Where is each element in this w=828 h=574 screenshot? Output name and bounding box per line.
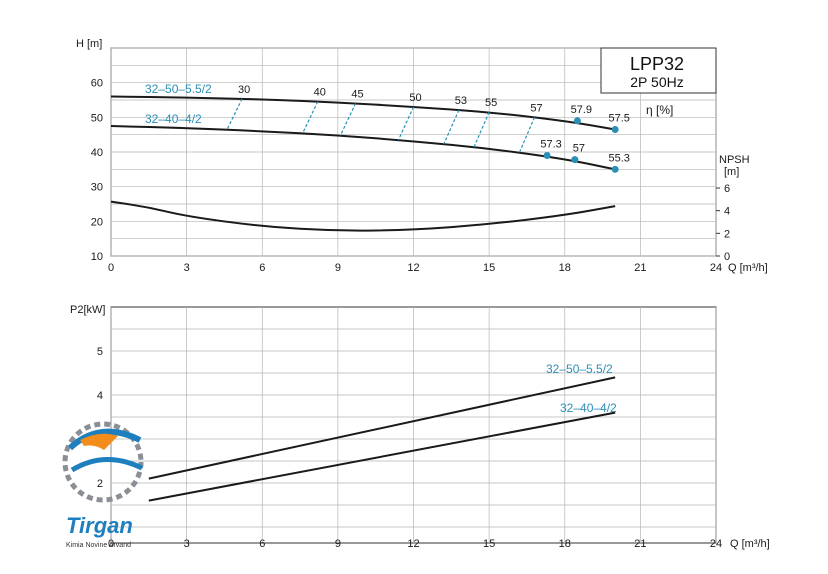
head-chart-y-ticks: 10 20 30 40 50 60 bbox=[91, 78, 103, 263]
title-box bbox=[600, 47, 717, 94]
power-chart-y-ticks: 2345 bbox=[97, 346, 103, 490]
head-x-tick-6: 6 bbox=[259, 262, 265, 274]
efficiency-line-57 bbox=[518, 117, 536, 153]
gear-icon bbox=[62, 421, 144, 503]
logo-name: Tirgan bbox=[66, 513, 133, 538]
end-marker-57.3 bbox=[543, 151, 551, 159]
efficiency-line-50 bbox=[397, 106, 415, 141]
efficiency-label-55: 55 bbox=[485, 97, 497, 109]
npsh-tick-6: 6 bbox=[724, 183, 730, 195]
series-label-32-50: 32–50–5.5/2 bbox=[145, 82, 212, 96]
logo-swoosh-orange bbox=[80, 433, 118, 450]
head-x-tick-24: 24 bbox=[710, 262, 722, 274]
efficiency-label-53: 53 bbox=[455, 95, 467, 107]
head-curves bbox=[110, 95, 616, 232]
tirgan-logo: Tirgan Kimia Novine Arvand bbox=[62, 421, 144, 549]
power-chart-x-ticks: 0 3 6 9 12 15 18 21 24 bbox=[108, 538, 722, 550]
end-markers: 57.9 57.5 57.3 57 55.3 bbox=[540, 104, 630, 173]
power-y-tick-2: 2 bbox=[97, 478, 103, 490]
head-curve-0 bbox=[110, 95, 616, 131]
head-chart-x-ticks: 0 3 6 9 12 15 18 21 24 bbox=[108, 262, 722, 274]
efficiency-line-45 bbox=[339, 103, 357, 136]
power-y-tick-4: 4 bbox=[97, 390, 103, 402]
power-x-tick-18: 18 bbox=[559, 538, 571, 550]
head-y-tick-40: 40 bbox=[91, 147, 103, 159]
end-marker-label-57: 57 bbox=[573, 143, 585, 155]
efficiency-label-30: 30 bbox=[238, 84, 250, 96]
power-series-label-32-40: 32–40–4/2 bbox=[560, 401, 617, 415]
head-curve-1 bbox=[110, 125, 616, 171]
power-curve-1 bbox=[148, 411, 616, 502]
chart-title: LPP32 bbox=[630, 54, 684, 74]
logo-swoosh-blue-2 bbox=[70, 457, 144, 473]
head-x-tick-18: 18 bbox=[559, 262, 571, 274]
npsh-ticks: 0 2 4 6 bbox=[716, 183, 730, 263]
npsh-axis-label-line1: NPSH bbox=[719, 154, 750, 166]
series-label-32-40: 32–40–4/2 bbox=[145, 112, 202, 126]
power-x-tick-6: 6 bbox=[259, 538, 265, 550]
power-x-tick-9: 9 bbox=[335, 538, 341, 550]
end-marker-label-57.3: 57.3 bbox=[540, 138, 561, 150]
efficiency-label: η [%] bbox=[646, 103, 673, 117]
efficiency-line-30 bbox=[226, 98, 243, 131]
head-y-tick-60: 60 bbox=[91, 78, 103, 90]
end-marker-55.3 bbox=[611, 165, 619, 173]
end-marker-57.9 bbox=[573, 117, 581, 125]
efficiency-line-40 bbox=[302, 101, 319, 134]
head-y-tick-50: 50 bbox=[91, 112, 103, 124]
npsh-tick-2: 2 bbox=[724, 228, 730, 240]
npsh-tick-4: 4 bbox=[724, 206, 730, 218]
power-axis-label: P2[kW] bbox=[70, 304, 105, 316]
efficiency-label-40: 40 bbox=[314, 87, 326, 99]
head-x-tick-15: 15 bbox=[483, 262, 495, 274]
npsh-axis-label: NPSH [m] bbox=[719, 154, 750, 178]
power-x-tick-24: 24 bbox=[710, 538, 722, 550]
end-marker-57 bbox=[571, 156, 579, 164]
power-y-tick-5: 5 bbox=[97, 346, 103, 358]
efficiency-line-53 bbox=[443, 109, 460, 145]
head-chart-grid bbox=[110, 47, 717, 257]
power-chart-grid bbox=[110, 307, 717, 543]
head-y-tick-20: 20 bbox=[91, 216, 103, 228]
power-x-tick-3: 3 bbox=[184, 538, 190, 550]
power-chart-x-axis-label: Q [m³/h] bbox=[730, 538, 770, 550]
npsh-axis-label-line2: [m] bbox=[724, 166, 739, 178]
power-series-label-32-50: 32–50–5.5/2 bbox=[546, 362, 613, 376]
head-x-tick-3: 3 bbox=[184, 262, 190, 274]
power-curves bbox=[148, 376, 616, 502]
end-marker-57.5 bbox=[611, 125, 619, 133]
end-marker-label-55.3: 55.3 bbox=[608, 152, 629, 164]
efficiency-marks: 30 40 45 50 53 55 57 bbox=[226, 84, 543, 153]
efficiency-label-50: 50 bbox=[409, 92, 421, 104]
chart-subtitle: 2P 50Hz bbox=[630, 74, 683, 90]
power-x-tick-12: 12 bbox=[407, 538, 419, 550]
power-chart: 0 3 6 9 12 15 18 21 24 2 3 4 5 P2[kW] Q [m³/h] 32–5… bbox=[70, 304, 770, 550]
logo-tagline: Kimia Novine Arvand bbox=[66, 542, 131, 549]
power-x-tick-21: 21 bbox=[634, 538, 646, 550]
power-curve-0 bbox=[148, 376, 616, 480]
efficiency-label-45: 45 bbox=[351, 88, 363, 100]
head-x-tick-0: 0 bbox=[108, 262, 114, 274]
head-x-tick-9: 9 bbox=[335, 262, 341, 274]
efficiency-label-57: 57 bbox=[530, 102, 542, 114]
power-x-tick-0: 0 bbox=[108, 538, 114, 550]
end-marker-label-57.5: 57.5 bbox=[608, 112, 629, 124]
head-x-tick-12: 12 bbox=[407, 262, 419, 274]
npsh-curve bbox=[110, 200, 616, 232]
head-axis-label: H [m] bbox=[76, 38, 102, 50]
head-chart-x-axis-label: Q [m³/h] bbox=[728, 262, 768, 274]
power-x-tick-15: 15 bbox=[483, 538, 495, 550]
head-y-tick-10: 10 bbox=[91, 251, 103, 263]
head-y-tick-30: 30 bbox=[91, 182, 103, 194]
head-x-tick-21: 21 bbox=[634, 262, 646, 274]
logo-swoosh-blue bbox=[67, 428, 142, 451]
npsh-tick-0: 0 bbox=[724, 251, 730, 263]
end-marker-label-57.9: 57.9 bbox=[571, 104, 592, 116]
efficiency-line-55 bbox=[473, 111, 490, 148]
